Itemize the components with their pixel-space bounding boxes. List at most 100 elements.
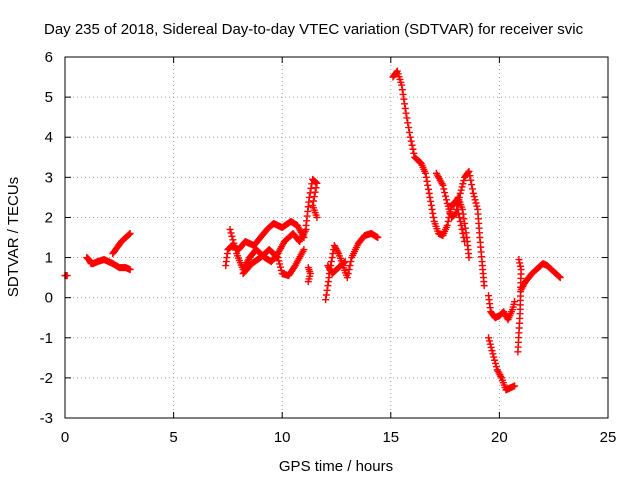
data-point — [410, 149, 418, 157]
data-point — [125, 230, 133, 238]
data-point — [309, 197, 317, 205]
data-point — [452, 209, 460, 217]
data-point — [226, 225, 234, 233]
data-point — [311, 188, 319, 196]
data-point — [374, 234, 382, 241]
data-point — [400, 95, 408, 103]
y-tick-label: 6 — [45, 49, 53, 66]
data-point — [276, 260, 284, 268]
data-point — [430, 213, 438, 221]
data-point — [556, 274, 564, 282]
data-point — [313, 213, 321, 221]
data-point — [442, 192, 450, 200]
data-point — [467, 176, 475, 184]
data-point — [306, 189, 314, 197]
data-point — [405, 124, 413, 132]
data-point — [346, 262, 354, 270]
data-point — [473, 202, 481, 210]
data-point — [399, 90, 407, 98]
data-point — [398, 86, 406, 94]
data-point — [459, 180, 467, 188]
data-point — [485, 334, 493, 342]
data-point — [401, 104, 409, 112]
data-point — [466, 172, 474, 180]
data-point — [126, 266, 134, 274]
y-tick-label: -2 — [40, 370, 53, 387]
data-point — [486, 340, 494, 348]
data-point — [459, 210, 467, 218]
data-point — [458, 205, 466, 213]
data-point — [310, 193, 318, 201]
data-point — [422, 173, 430, 181]
data-point — [491, 359, 499, 367]
data-point — [327, 258, 335, 266]
data-point — [402, 109, 410, 117]
data-point — [456, 189, 464, 197]
data-point — [468, 181, 476, 189]
data-point — [485, 337, 493, 345]
data-point — [468, 185, 476, 193]
x-tick-label: 20 — [491, 429, 508, 446]
data-point — [455, 213, 463, 221]
data-point — [409, 145, 417, 153]
data-point — [471, 196, 479, 204]
data-point — [465, 167, 473, 175]
x-tick-label: 5 — [169, 429, 177, 446]
data-point — [312, 184, 320, 192]
data-point — [480, 282, 488, 290]
data-point — [487, 343, 495, 351]
data-point — [275, 257, 283, 265]
y-tick-label: 3 — [45, 169, 53, 186]
data-point — [451, 210, 459, 218]
data-point — [305, 193, 313, 201]
data-point — [344, 270, 352, 278]
data-point — [126, 229, 134, 237]
data-point — [408, 141, 416, 149]
data-point — [322, 291, 330, 299]
grid — [65, 57, 608, 418]
data-point — [457, 186, 465, 194]
data-point — [229, 236, 237, 244]
data-point — [340, 258, 348, 266]
data-point — [424, 185, 432, 193]
data-point — [227, 229, 235, 237]
x-tick-label: 0 — [61, 429, 69, 446]
plot-frame — [64, 56, 609, 419]
data-point — [231, 243, 239, 251]
data-point — [328, 254, 336, 262]
data-point — [458, 183, 466, 191]
data-point — [514, 348, 522, 356]
data-point — [472, 199, 480, 207]
data-points — [61, 67, 564, 394]
data-point — [426, 193, 434, 201]
data-point — [492, 363, 500, 371]
data-point — [441, 189, 449, 197]
data-point — [424, 181, 432, 189]
data-point — [511, 298, 519, 306]
data-point — [405, 128, 413, 136]
data-point — [443, 221, 451, 229]
chart-title: Day 235 of 2018, Sidereal Day-to-day VTE… — [44, 21, 584, 38]
data-point — [403, 114, 411, 122]
data-point — [401, 100, 409, 108]
data-point — [458, 225, 466, 233]
data-point — [516, 262, 524, 270]
data-point — [398, 81, 406, 89]
data-point — [343, 274, 351, 282]
data-point — [489, 350, 497, 358]
data-point — [404, 119, 412, 127]
y-tick-label: 2 — [45, 209, 53, 226]
data-point — [469, 189, 477, 197]
data-point — [323, 286, 331, 294]
y-tick-label: 1 — [45, 250, 53, 267]
data-point — [232, 246, 240, 254]
data-point — [406, 133, 414, 141]
data-point — [276, 263, 284, 271]
data-point — [515, 256, 523, 264]
data-point — [461, 224, 469, 232]
data-point — [423, 177, 431, 185]
data-point — [345, 266, 353, 274]
data-point — [497, 372, 505, 380]
data-point — [230, 239, 238, 247]
data-point — [444, 217, 452, 225]
